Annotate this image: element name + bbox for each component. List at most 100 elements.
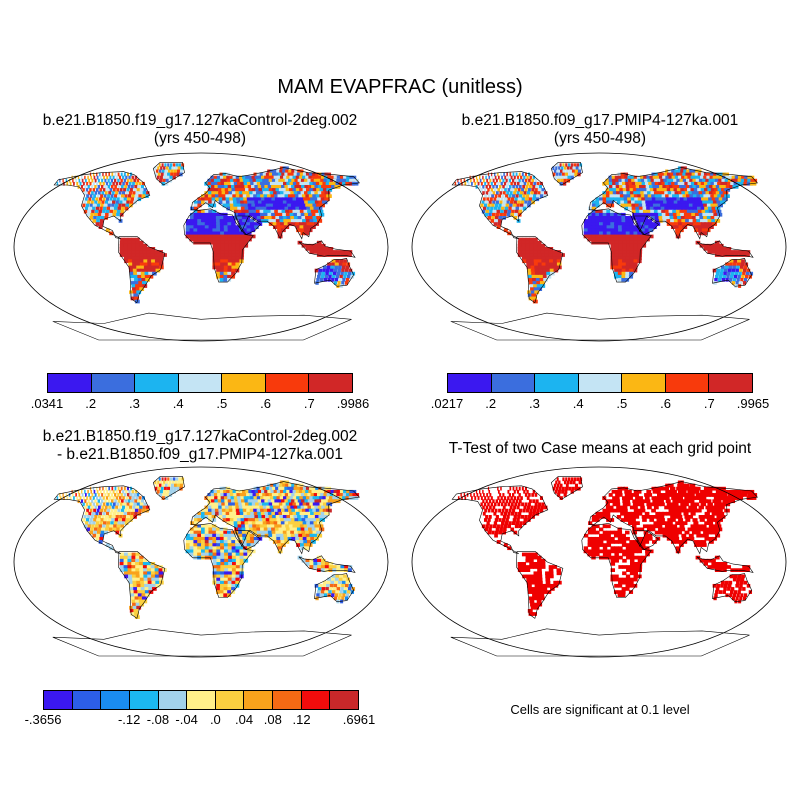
grid-cell [587, 237, 592, 242]
colorbar-swatch [215, 691, 245, 709]
grid-cell [530, 505, 534, 510]
grid-cell [337, 281, 341, 285]
grid-cell [221, 188, 226, 192]
grid-cell [741, 489, 748, 494]
grid-cell [556, 163, 559, 167]
grid-cell [321, 558, 326, 563]
grid-cell [606, 518, 611, 522]
grid-cell [219, 175, 225, 180]
grid-cell [308, 527, 314, 532]
grid-cell [510, 181, 513, 186]
grid-cell [595, 228, 600, 233]
grid-cell [278, 212, 284, 217]
grid-cell [492, 499, 495, 504]
grid-cell [276, 496, 282, 500]
grid-cell [264, 511, 270, 516]
grid-cell [342, 496, 349, 500]
grid-cell [515, 499, 519, 504]
grid-cell [344, 587, 348, 591]
grid-cell [271, 499, 277, 504]
grid-cell [666, 219, 672, 223]
grid-cell [281, 486, 287, 491]
grid-cell [595, 212, 600, 217]
grid-cell [559, 483, 563, 488]
grid-cell [227, 499, 233, 504]
grid-cell [98, 511, 102, 516]
grid-cell [313, 536, 320, 541]
grid-cell [100, 508, 104, 513]
grid-cell [322, 580, 327, 585]
grid-cell [295, 222, 301, 226]
grid-cell [495, 200, 499, 205]
grid-cell [133, 178, 136, 183]
grid-cell [664, 181, 670, 186]
grid-cell [83, 200, 87, 205]
grid-cell [90, 499, 94, 504]
grid-cell [294, 203, 300, 208]
grid-cell [643, 191, 649, 195]
grid-cell [670, 533, 675, 538]
grid-cell [558, 166, 561, 171]
grid-cell [263, 212, 269, 217]
grid-cell [492, 505, 496, 510]
grid-cell [164, 483, 168, 488]
grid-cell [117, 521, 122, 525]
grid-cell [293, 200, 299, 205]
grid-cell [197, 533, 202, 538]
grid-cell [690, 489, 697, 494]
grid-cell [222, 486, 227, 491]
grid-cell [609, 209, 615, 214]
grid-cell [105, 209, 110, 214]
grid-cell [283, 219, 289, 223]
grid-cell [686, 197, 693, 202]
grid-cell [308, 518, 315, 522]
grid-cell [248, 527, 254, 532]
grid-cell [526, 265, 532, 270]
grid-cell [253, 197, 259, 202]
grid-cell [220, 577, 225, 582]
grid-cell [329, 271, 333, 276]
grid-cell [249, 219, 255, 223]
grid-cell [621, 216, 626, 220]
grid-cell [711, 511, 718, 516]
grid-cell [271, 527, 276, 532]
grid-cell [124, 574, 129, 579]
grid-cell [706, 203, 713, 208]
grid-cell [106, 489, 109, 494]
grid-cell [647, 533, 653, 538]
grid-cell [273, 206, 279, 211]
grid-cell [318, 515, 324, 519]
grid-cell [699, 203, 705, 208]
grid-cell [684, 181, 690, 186]
grid-cell [700, 175, 706, 180]
grid-cell [204, 549, 210, 554]
grid-cell [197, 228, 202, 233]
grid-cell [104, 185, 107, 189]
grid-cell [134, 278, 139, 282]
grid-cell [738, 250, 743, 254]
grid-cell [227, 577, 233, 582]
grid-cell [259, 209, 265, 214]
grid-cell [237, 185, 243, 189]
grid-cell [151, 262, 156, 267]
grid-cell [699, 216, 705, 220]
grid-cell [539, 508, 544, 513]
grid-cell [214, 181, 219, 186]
grid-cell [537, 250, 542, 254]
grid-cell [317, 511, 323, 516]
grid-cell [501, 194, 505, 198]
grid-cell [229, 518, 235, 522]
grid-cell [637, 178, 643, 183]
grid-cell [621, 278, 626, 282]
grid-cell [528, 296, 534, 301]
grid-cell [91, 197, 95, 202]
grid-cell [301, 185, 307, 189]
coastline [712, 258, 753, 287]
grid-cell [96, 216, 101, 220]
grid-cell [716, 200, 722, 205]
grid-cell [79, 496, 82, 500]
grid-cell [266, 181, 272, 186]
grid-cell [103, 206, 107, 211]
grid-cell [638, 181, 643, 186]
grid-cell [566, 480, 570, 485]
